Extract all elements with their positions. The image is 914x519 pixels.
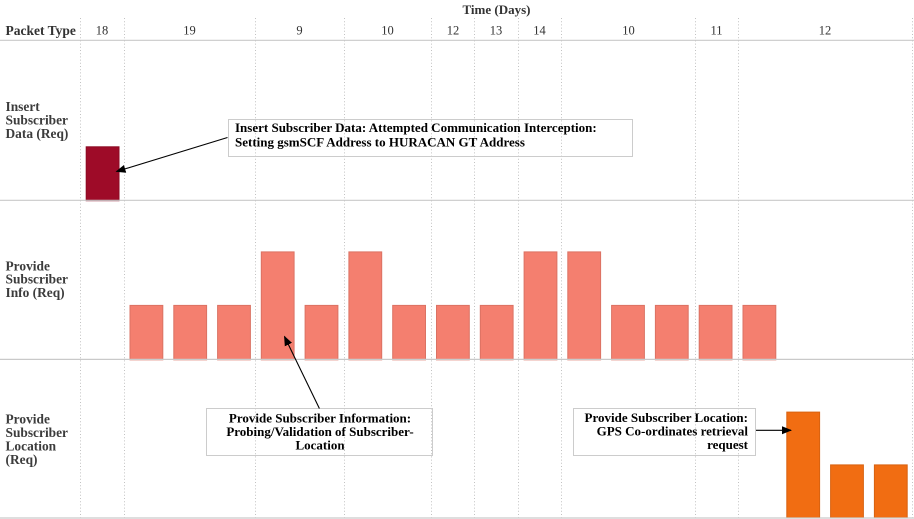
svg-text:18: 18	[96, 24, 109, 38]
svg-text:Location: Location	[295, 438, 345, 453]
svg-text:10: 10	[622, 24, 635, 38]
svg-text:Insert Subscriber Data: Attemp: Insert Subscriber Data: Attempted Commun…	[235, 120, 597, 135]
svg-text:Time (Days): Time (Days)	[462, 2, 530, 17]
svg-text:13: 13	[490, 24, 503, 38]
svg-text:Subscriber: Subscriber	[6, 425, 69, 440]
svg-text:Provide: Provide	[6, 258, 50, 273]
svg-text:14: 14	[533, 24, 546, 38]
svg-text:Subscriber: Subscriber	[6, 112, 69, 127]
svg-text:request: request	[707, 437, 749, 452]
svg-text:Provide: Provide	[6, 412, 50, 427]
svg-text:Provide Subscriber Information: Provide Subscriber Information:	[229, 411, 411, 426]
svg-text:11: 11	[710, 24, 722, 38]
svg-text:19: 19	[183, 24, 196, 38]
svg-text:Setting gsmSCF Address to HURA: Setting gsmSCF Address to HURACAN GT Add…	[235, 135, 525, 150]
svg-text:(Req): (Req)	[6, 452, 38, 467]
svg-text:Packet Type: Packet Type	[6, 23, 76, 38]
svg-text:Provide Subscriber Location:: Provide Subscriber Location:	[585, 410, 748, 425]
svg-text:Location: Location	[6, 439, 57, 454]
svg-text:Info (Req): Info (Req)	[6, 285, 65, 300]
svg-text:GPS Co-ordinates retrieval: GPS Co-ordinates retrieval	[597, 423, 749, 438]
svg-text:9: 9	[296, 24, 302, 38]
svg-text:Subscriber: Subscriber	[6, 272, 69, 287]
svg-text:12: 12	[819, 24, 832, 38]
svg-text:12: 12	[447, 24, 460, 38]
svg-text:10: 10	[381, 24, 394, 38]
svg-text:Data (Req): Data (Req)	[6, 126, 69, 141]
svg-text:Probing/Validation of Subscrib: Probing/Validation of Subscriber-	[226, 424, 413, 439]
svg-text:Insert: Insert	[6, 99, 41, 114]
